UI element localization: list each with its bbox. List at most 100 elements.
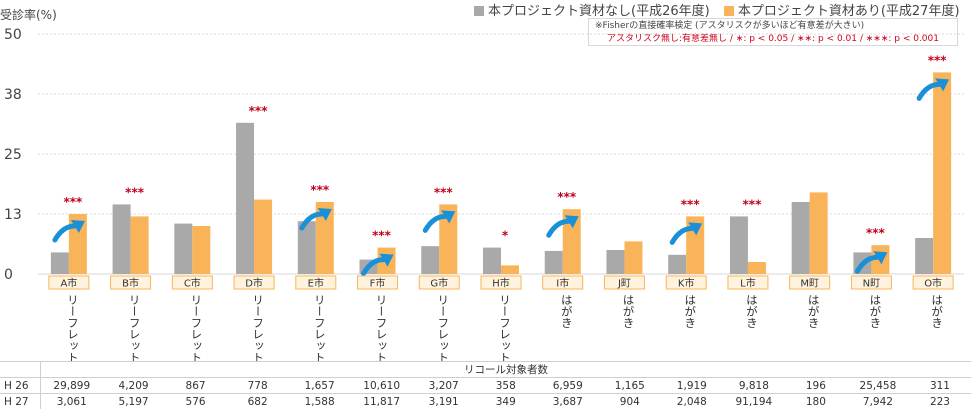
note-line-1: ※Fisherの直接確率検定 (アスタリスクが多いほど有意差が大きい): [595, 21, 865, 31]
improvement-arrow: [299, 211, 325, 231]
category-label-box: [48, 275, 90, 290]
category-label-box: [603, 275, 645, 290]
improvement-arrow-head: [379, 253, 394, 267]
bar-h27: [501, 265, 519, 274]
note-line-2: アスタリスク無し:有意差無し / ∗: p < 0.05 / ∗∗: p < 0…: [607, 34, 939, 44]
category-label: A市: [60, 277, 77, 290]
significance-stars: ***: [557, 190, 577, 204]
improvement-arrow: [52, 223, 78, 243]
legend-item-h27: 本プロジェクト資材あり(平成27年度): [723, 0, 960, 19]
material-label: はがき: [807, 294, 821, 329]
significance-stars: *: [502, 229, 509, 243]
category-label-box: [850, 275, 892, 290]
recall-cell: 778: [226, 377, 289, 394]
bar-h26: [174, 223, 193, 274]
material-label: リーフレット: [251, 294, 265, 362]
category-label-box: [665, 275, 707, 290]
category-label: I市: [556, 277, 569, 290]
bar-h26: [112, 204, 131, 274]
significance-note: ※Fisherの直接確率検定 (アスタリスクが多いほど有意差が大きい) アスタリ…: [588, 18, 958, 46]
legend-label-h27: 本プロジェクト資材あり(平成27年度): [737, 4, 960, 19]
bar-h26: [421, 246, 440, 274]
material-label: リーフレット: [436, 294, 450, 362]
bar-h27: [315, 202, 334, 274]
material-label: はがき: [621, 294, 635, 329]
recall-cell: 11,817: [350, 393, 413, 409]
bar-h27: [439, 204, 458, 274]
legend-item-h26: 本プロジェクト資材なし(平成26年度): [474, 0, 710, 19]
recall-cell: 9,818: [722, 377, 785, 394]
y-tick-label: 50: [4, 27, 22, 43]
bar-h26: [236, 122, 255, 274]
significance-stars: ***: [928, 53, 948, 67]
recall-cell: 1,657: [288, 377, 351, 394]
improvement-arrow: [669, 225, 695, 245]
legend-swatch-h26: [474, 6, 484, 16]
recall-row-label: H 27: [0, 393, 41, 409]
recall-table-corner: [0, 361, 41, 378]
category-label-box: [357, 275, 399, 290]
significance-stars: ***: [63, 195, 83, 209]
recall-table-caption: リコール対象者数: [40, 361, 971, 378]
category-label-box: [542, 275, 584, 290]
recall-row-h26: H 26 29,899 4,209 867 778 1,657 10,610 3,207 35…: [0, 377, 971, 394]
recall-cell: 5,197: [102, 393, 165, 409]
category-label: G市: [430, 277, 448, 290]
bar-h27: [747, 262, 766, 274]
bar-h27: [192, 226, 211, 274]
improvement-arrow-head: [935, 78, 950, 92]
recall-cell: 358: [474, 377, 537, 394]
bar-h27: [809, 192, 828, 274]
legend: 本プロジェクト資材なし(平成26年度) 本プロジェクト資材あり(平成27年度): [474, 0, 970, 19]
improvement-arrow-head: [873, 251, 888, 265]
bar-h26: [791, 202, 810, 274]
recall-cell: 29,899: [39, 377, 103, 394]
category-label-box: [295, 275, 337, 290]
category-label-box: [110, 275, 152, 290]
recall-cell: 682: [226, 393, 289, 409]
recall-cell: 904: [598, 393, 661, 409]
bar-h26: [544, 250, 563, 274]
improvement-arrow-head: [564, 215, 579, 229]
material-label: リーフレット: [128, 294, 142, 362]
material-label: はがき: [930, 294, 944, 329]
material-label: はがき: [560, 294, 574, 329]
material-label: リーフレット: [189, 294, 203, 362]
recall-cell: 10,610: [350, 377, 413, 394]
bar-h26: [297, 221, 316, 274]
category-label-box: [912, 275, 954, 290]
legend-label-h26: 本プロジェクト資材なし(平成26年度): [488, 4, 710, 19]
category-label: M町: [800, 279, 819, 290]
category-label: K市: [678, 277, 695, 290]
category-label: B市: [122, 277, 139, 290]
bar-h26: [606, 250, 625, 274]
recall-cell: 180: [784, 393, 847, 409]
category-label: O市: [924, 277, 942, 290]
material-label: リーフレット: [313, 294, 327, 362]
improvement-arrow: [422, 213, 448, 233]
bar-h27: [130, 216, 149, 274]
improvement-arrow-head: [441, 210, 456, 224]
significance-stars: ***: [125, 185, 145, 199]
y-tick-label: 38: [4, 87, 22, 103]
recall-cell: 1,588: [288, 393, 351, 409]
recall-cell: 867: [164, 377, 227, 394]
bar-h26: [915, 238, 934, 274]
significance-stars: ***: [372, 229, 392, 243]
improvement-arrow-head: [317, 208, 332, 221]
y-axis-title: 受診率(%): [0, 8, 57, 22]
material-label: はがき: [683, 294, 697, 329]
significance-stars: ***: [743, 197, 763, 211]
recall-cell: 3,061: [39, 393, 103, 409]
improvement-arrow-head: [688, 222, 703, 236]
bar-h26: [50, 252, 69, 274]
recall-cell: 91,194: [722, 393, 785, 409]
material-label: リーフレット: [498, 294, 512, 362]
category-label: N町: [863, 279, 880, 290]
recall-cell: 25,458: [846, 377, 909, 394]
significance-stars: ***: [866, 226, 886, 240]
significance-stars: ***: [249, 104, 269, 118]
recall-cell: 1,919: [660, 377, 723, 394]
recall-cell: 349: [474, 393, 537, 409]
